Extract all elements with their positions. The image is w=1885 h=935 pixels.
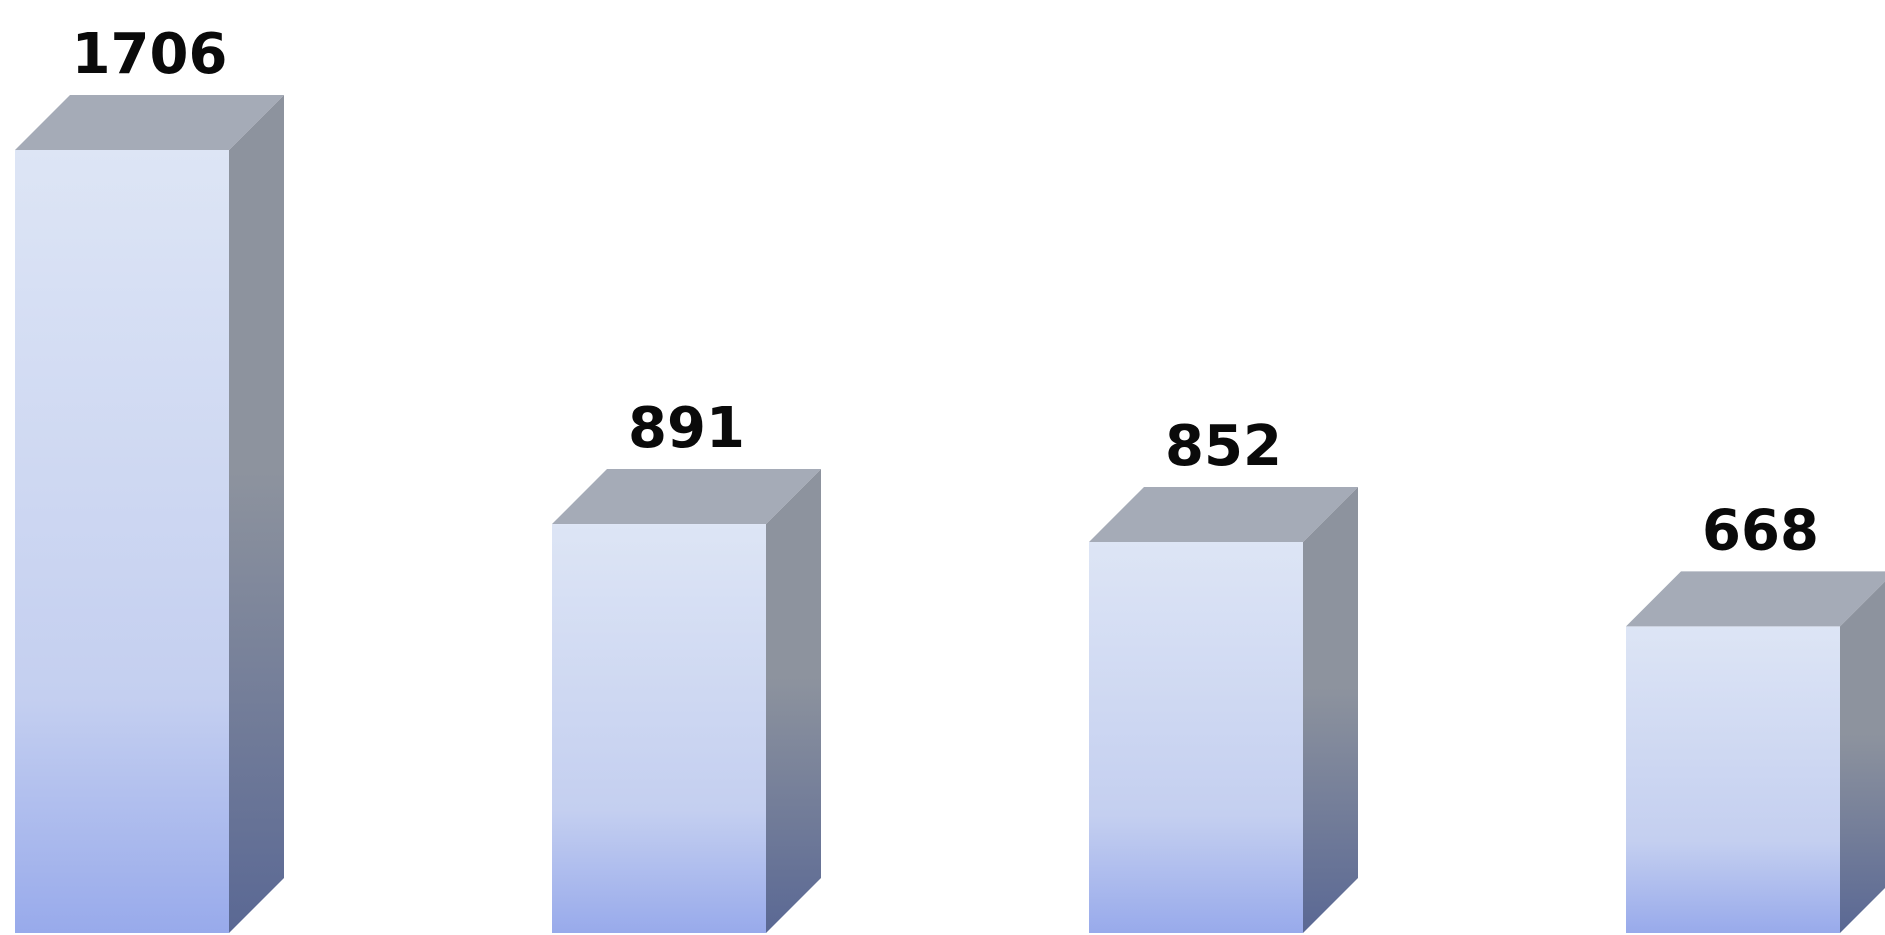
bar-side-face xyxy=(1303,486,1358,933)
bar-front-face xyxy=(15,150,229,933)
bar-front-face xyxy=(1626,626,1840,933)
bar-data-label: 891 xyxy=(628,396,745,461)
bar xyxy=(1089,486,1358,933)
bar-data-label: 852 xyxy=(1165,414,1282,479)
bar-top-face xyxy=(15,95,284,150)
bar-side-face xyxy=(1840,581,1885,933)
bar-data-label: 668 xyxy=(1702,498,1819,563)
bars-group xyxy=(15,95,1885,933)
bar-top-face xyxy=(552,469,821,525)
bar-data-label: 1706 xyxy=(72,22,228,87)
bar-side-face xyxy=(766,469,821,933)
bar-front-face xyxy=(1089,541,1303,933)
bar-top-face xyxy=(1089,486,1358,542)
bar-front-face xyxy=(552,524,766,933)
bar-top-face xyxy=(1626,571,1885,627)
bar xyxy=(1626,571,1885,933)
bar xyxy=(15,95,284,933)
bar-side-face xyxy=(229,95,284,933)
bar xyxy=(552,469,821,933)
data-labels-group: 1706 891 852 668 xyxy=(72,22,1819,563)
